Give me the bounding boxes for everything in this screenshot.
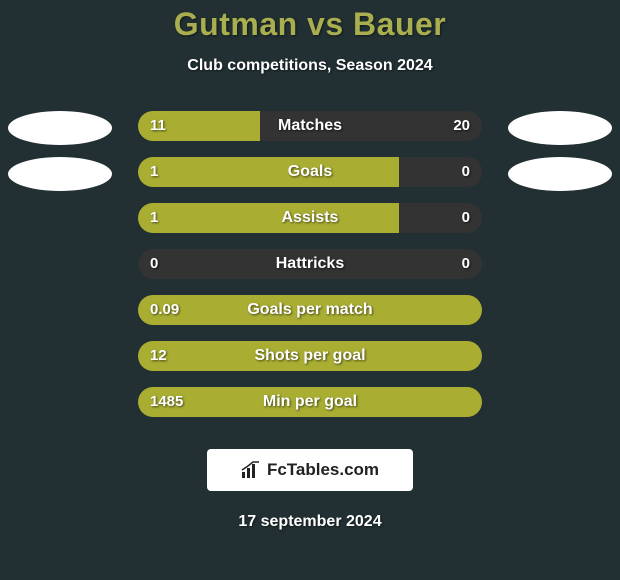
- player-left-logo: [8, 157, 112, 191]
- stat-value-left: 0.09: [150, 295, 179, 325]
- stat-bar-left: [138, 295, 482, 325]
- stat-value-left: 12: [150, 341, 167, 371]
- stat-bar-left: [138, 157, 399, 187]
- stat-value-right: 20: [453, 111, 470, 141]
- stat-bar-left: [138, 203, 399, 233]
- chart-icon: [241, 461, 261, 479]
- stat-row: Assists10: [0, 203, 620, 249]
- brand-text: FcTables.com: [267, 460, 379, 480]
- stat-value-left: 0: [150, 249, 158, 279]
- stat-bar: [138, 157, 482, 187]
- stat-row: Shots per goal12: [0, 341, 620, 387]
- stat-bar: [138, 341, 482, 371]
- stat-value-left: 11: [150, 111, 166, 141]
- stat-bar: [138, 295, 482, 325]
- stat-row: Hattricks00: [0, 249, 620, 295]
- stat-value-left: 1: [150, 203, 158, 233]
- stat-value-right: 0: [462, 249, 470, 279]
- stat-bar: [138, 203, 482, 233]
- stat-row: Goals10: [0, 157, 620, 203]
- stat-bar-right: [138, 249, 482, 279]
- stat-value-left: 1: [150, 157, 158, 187]
- stat-value-right: 0: [462, 157, 470, 187]
- stat-value-left: 1485: [150, 387, 183, 417]
- subtitle: Club competitions, Season 2024: [0, 57, 620, 75]
- stat-bar-right: [260, 111, 482, 141]
- player-left-logo: [8, 111, 112, 145]
- date-text: 17 september 2024: [0, 513, 620, 531]
- stat-row: Matches1120: [0, 111, 620, 157]
- stat-bar-left: [138, 341, 482, 371]
- stat-value-right: 0: [462, 203, 470, 233]
- stat-row: Goals per match0.09: [0, 295, 620, 341]
- stat-bar: [138, 249, 482, 279]
- stat-bar: [138, 387, 482, 417]
- stat-bar: [138, 111, 482, 141]
- player-right-logo: [508, 111, 612, 145]
- stat-bar-left: [138, 387, 482, 417]
- brand-badge: FcTables.com: [207, 449, 413, 491]
- player-right-logo: [508, 157, 612, 191]
- page-title: Gutman vs Bauer: [0, 6, 620, 43]
- stat-row: Min per goal1485: [0, 387, 620, 433]
